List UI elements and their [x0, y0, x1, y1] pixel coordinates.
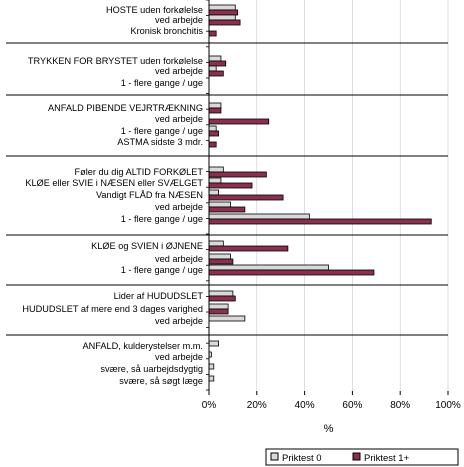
bar-priktest-1plus	[208, 60, 227, 67]
x-tick-label: 0%	[202, 400, 217, 411]
bar-priktest-0	[208, 125, 217, 132]
bar-priktest-1plus	[208, 218, 432, 225]
bar-priktest-0	[208, 253, 231, 260]
category-label: 1 - flere gange / uge	[121, 78, 203, 88]
bar-priktest-1plus	[208, 258, 234, 265]
category-label: ved arbejde	[155, 15, 203, 25]
bar-priktest-0	[208, 315, 246, 322]
category-label: Kronisk bronchitis	[130, 26, 203, 36]
category-label: ANFALD PIBENDE VEJRTRÆKNING	[48, 103, 203, 113]
category-label: ved arbejde	[155, 202, 203, 212]
legend-box	[265, 448, 459, 466]
bar-priktest-0	[208, 177, 222, 184]
bar-priktest-1plus	[208, 130, 219, 137]
bar-priktest-0	[208, 201, 231, 208]
category-label: KLØE og SVIEN i ØJNENE	[91, 241, 203, 251]
bar-priktest-0	[208, 166, 224, 173]
x-axis: 0% 20% 40% 60% 80% 100%	[202, 0, 461, 411]
legend: Priktest 0 Priktest 1+	[265, 448, 459, 466]
x-tick-label: 20%	[247, 400, 267, 411]
legend-label-priktest-1plus: Priktest 1+	[364, 453, 410, 464]
bar-priktest-0	[208, 102, 222, 109]
category-label: ved arbejde	[155, 66, 203, 76]
legend-swatch-priktest-0	[270, 452, 279, 461]
category-label: ved arbejde	[155, 316, 203, 326]
gridlines	[256, 0, 449, 391]
bars	[208, 4, 432, 382]
bar-priktest-1plus	[208, 194, 284, 201]
legend-label-priktest-0: Priktest 0	[282, 453, 322, 464]
bar-priktest-1plus	[208, 141, 217, 148]
bar-priktest-1plus	[208, 171, 267, 178]
bar-priktest-1plus	[208, 70, 224, 77]
bar-priktest-1plus	[208, 118, 270, 125]
category-label: HOSTE uden forkølelse	[106, 5, 203, 15]
bar-priktest-0	[208, 4, 236, 11]
bar-priktest-0	[208, 240, 224, 247]
bar-priktest-0	[208, 65, 217, 72]
category-label: Føler du dig ALTID FORKØLET	[75, 167, 204, 177]
bar-priktest-0	[208, 375, 215, 382]
bar-priktest-0	[208, 14, 236, 21]
bar-priktest-0	[208, 303, 229, 310]
x-tick-label: 80%	[390, 400, 410, 411]
bar-priktest-1plus	[208, 206, 246, 213]
bar-priktest-1plus	[208, 9, 239, 16]
x-axis-title: %	[324, 423, 334, 435]
bar-priktest-0	[208, 290, 234, 297]
group-separators	[6, 42, 448, 336]
category-label: ved arbejde	[155, 254, 203, 264]
bar-priktest-1plus	[208, 295, 236, 302]
category-label: 1 - flere gange / uge	[121, 126, 203, 136]
category-label: 1 - flere gange / uge	[121, 214, 203, 224]
category-label: 1 - flere gange / uge	[121, 265, 203, 275]
category-label: HUDUDSLET af mere end 3 dages varighed	[22, 304, 203, 314]
bar-priktest-0	[208, 55, 222, 62]
category-label: ANFALD, kulderystelser m.m.	[83, 341, 204, 351]
category-label: svære, så uarbejdsdygtig	[100, 364, 203, 374]
category-label: svære, så søgt læge	[119, 376, 203, 386]
bar-priktest-0	[208, 340, 219, 347]
bar-priktest-1plus	[208, 30, 217, 37]
bar-priktest-0	[208, 363, 215, 370]
bar-priktest-0	[208, 189, 219, 196]
category-label: TRYKKEN FOR BRYSTET uden forkølelse	[28, 56, 203, 66]
category-label: ved arbejde	[155, 352, 203, 362]
category-label: ved arbejde	[155, 114, 203, 124]
bar-priktest-1plus	[208, 269, 375, 276]
category-label: KLØE eller SVIE i NÆSEN eller SVÆLGET	[25, 178, 203, 188]
bar-priktest-1plus	[208, 107, 222, 114]
bar-priktest-1plus	[208, 182, 253, 189]
x-ticks: 0% 20% 40% 60% 80% 100%	[202, 0, 461, 411]
x-tick-label: 40%	[295, 400, 315, 411]
bar-priktest-0	[208, 213, 310, 220]
bar-priktest-1plus	[208, 308, 229, 315]
bar-priktest-1plus	[208, 245, 289, 252]
bar-priktest-1plus	[208, 19, 241, 26]
bar-priktest-0	[208, 264, 329, 271]
legend-swatch-priktest-1plus	[352, 452, 361, 461]
category-label: Lider af HUDUDSLET	[114, 291, 204, 301]
x-tick-label: 100%	[435, 400, 461, 411]
x-tick-label: 60%	[342, 400, 362, 411]
category-label: Vandigt FLÅD fra NÆSEN	[96, 190, 203, 200]
category-label: ASTMA sidste 3 mdr.	[117, 137, 203, 147]
